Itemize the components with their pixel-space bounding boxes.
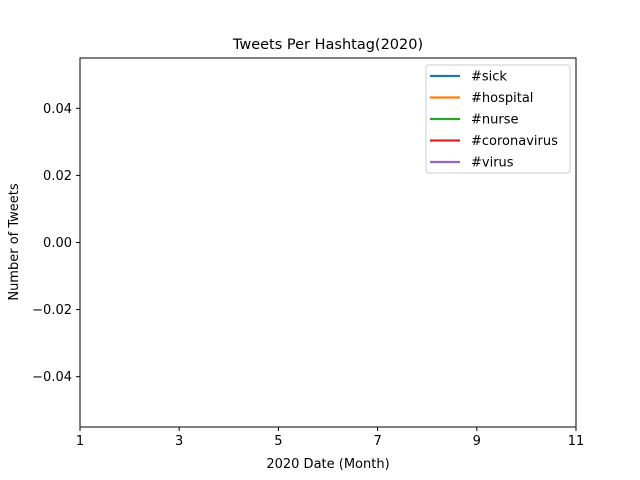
legend-entry: #virus — [430, 156, 514, 171]
x-tick-label: 9 — [473, 434, 481, 449]
y-tick-label: 0.04 — [43, 102, 72, 117]
chart-title: Tweets Per Hashtag(2020) — [232, 37, 423, 53]
legend-items: #sick #hospital #nurse #coronavirus #virus — [430, 70, 558, 171]
x-tick-label: 5 — [274, 434, 282, 449]
legend-entry: #sick — [430, 70, 507, 85]
legend-entry: #hospital — [430, 91, 533, 106]
x-tick-label: 3 — [175, 434, 183, 449]
y-tick-label: 0.02 — [43, 169, 72, 184]
plot-frame — [79, 57, 577, 428]
legend-label: #hospital — [471, 91, 533, 106]
x-tick-label: 7 — [373, 434, 381, 449]
y-tick-label: −0.04 — [32, 370, 72, 385]
legend-entry: #coronavirus — [430, 134, 558, 149]
y-axis-label: Number of Tweets — [7, 183, 22, 301]
y-tick-label: −0.02 — [32, 303, 72, 318]
legend: #sick #hospital #nurse #coronavirus #virus — [425, 64, 571, 174]
y-axis-ticks: −0.04 −0.02 0.00 0.02 0.04 — [32, 102, 80, 385]
legend-label: #coronavirus — [471, 134, 558, 149]
x-axis-label: 2020 Date (Month) — [266, 457, 389, 472]
y-tick-label: 0.00 — [43, 236, 72, 251]
legend-label: #nurse — [471, 113, 519, 128]
legend-label: #sick — [471, 70, 507, 85]
x-tick-label: 11 — [568, 434, 585, 449]
legend-box — [425, 64, 571, 174]
x-axis-ticks: 1 3 5 7 9 11 — [76, 427, 584, 449]
x-tick-label: 1 — [76, 434, 84, 449]
legend-entry: #nurse — [430, 113, 519, 128]
legend-label: #virus — [471, 156, 514, 171]
